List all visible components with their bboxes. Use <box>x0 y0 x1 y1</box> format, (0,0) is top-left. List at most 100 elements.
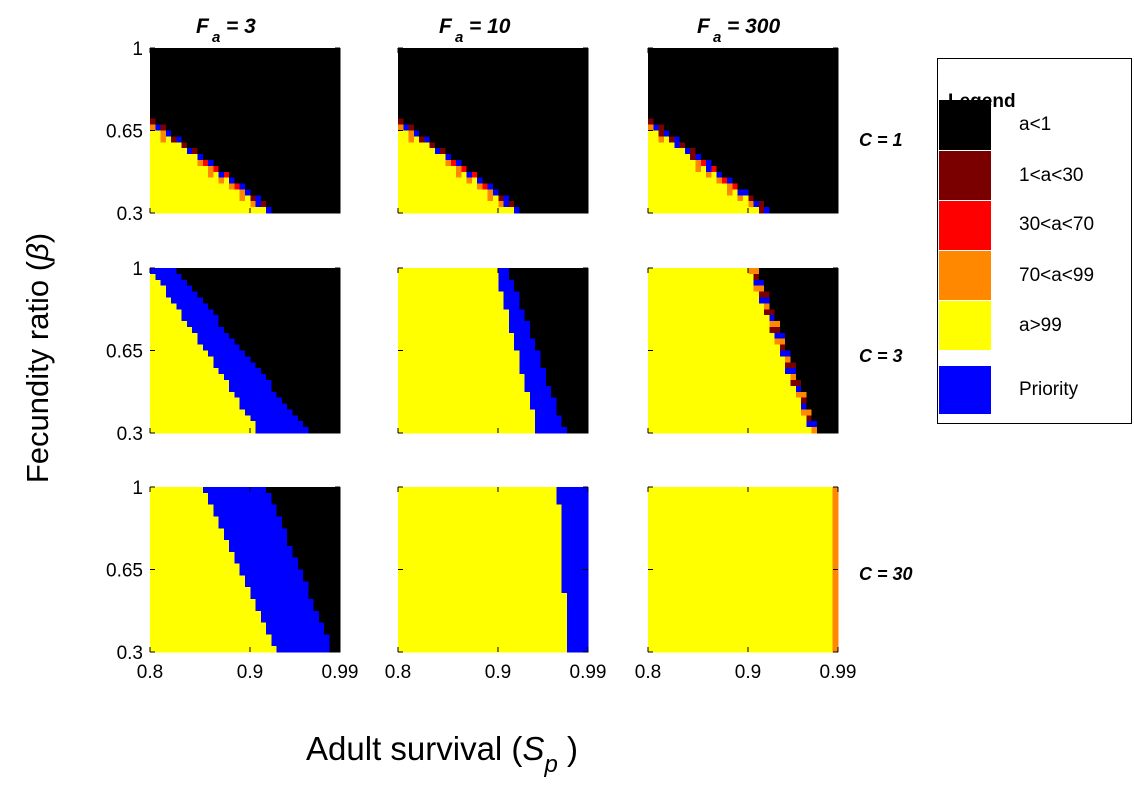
heatmap-cell <box>271 391 278 399</box>
heatmap-cell <box>795 142 802 149</box>
heatmap-cell <box>408 89 415 96</box>
heatmap-cell <box>561 48 568 55</box>
heatmap-cell <box>551 112 557 120</box>
heatmap-cell <box>663 195 670 202</box>
heatmap-cell <box>482 112 489 120</box>
heatmap-cell <box>271 385 278 393</box>
heatmap-cell <box>329 154 336 161</box>
heatmap-cell <box>213 136 220 143</box>
heatmap-cell <box>202 385 209 393</box>
heatmap-cell <box>234 201 241 208</box>
heatmap-cell <box>540 338 547 345</box>
heatmap-cell <box>324 297 330 304</box>
heatmap-cell <box>171 71 177 78</box>
heatmap-cell <box>223 177 230 184</box>
heatmap-cell <box>653 171 659 179</box>
heatmap-cell <box>461 268 468 275</box>
heatmap-cell <box>556 338 563 345</box>
heatmap-cell <box>287 303 293 310</box>
heatmap-cell <box>524 403 531 410</box>
heatmap-cell <box>743 207 749 214</box>
heatmap-cell <box>324 101 330 108</box>
heatmap-cell <box>208 48 214 55</box>
heatmap-cell <box>582 89 589 96</box>
heatmap-cell <box>529 285 536 292</box>
heatmap-cell <box>324 391 330 399</box>
heatmap-cell <box>811 130 818 137</box>
heatmap-cell <box>292 130 299 137</box>
heatmap-cell <box>811 207 818 214</box>
heatmap-cell <box>202 273 209 281</box>
heatmap-cell <box>445 350 452 357</box>
heatmap-cell <box>186 415 193 422</box>
heatmap-cell <box>477 118 483 125</box>
heatmap-cell <box>582 368 589 375</box>
heatmap-cell <box>790 171 797 179</box>
heatmap-cell <box>482 159 489 167</box>
heatmap-cell <box>334 183 341 190</box>
heatmap-cell <box>519 409 526 416</box>
heatmap-cell <box>234 59 241 67</box>
heatmap-cell <box>561 142 568 149</box>
heatmap-cell <box>266 421 272 428</box>
heatmap-cell <box>503 285 510 292</box>
heatmap-cell <box>403 48 409 55</box>
heatmap-cell <box>165 415 172 422</box>
heatmap-cell <box>223 362 230 369</box>
heatmap-cell <box>498 368 504 375</box>
heatmap-cell <box>790 154 797 161</box>
heatmap-cell <box>684 154 691 161</box>
heatmap-cell <box>487 142 494 149</box>
heatmap-cell <box>160 332 167 340</box>
heatmap-cell <box>679 130 686 137</box>
heatmap-cell <box>822 89 828 96</box>
heatmap-cell <box>408 142 415 149</box>
heatmap-cell <box>822 136 828 143</box>
heatmap-cell <box>424 415 431 422</box>
heatmap-cell <box>695 177 702 184</box>
heatmap-cell <box>545 154 552 161</box>
heatmap-cell <box>566 309 573 316</box>
heatmap-cell <box>287 177 293 184</box>
heatmap-cell <box>774 59 781 67</box>
heatmap-cell <box>561 195 568 202</box>
heatmap-cell <box>266 142 272 149</box>
heatmap-cell <box>413 112 420 120</box>
heatmap-cell <box>785 130 791 137</box>
heatmap-cell <box>408 273 415 281</box>
heatmap-cell <box>260 326 267 334</box>
heatmap-cell <box>176 415 183 422</box>
heatmap-cell <box>271 279 278 287</box>
heatmap-cell <box>456 95 462 102</box>
heatmap-cell <box>165 268 172 275</box>
heatmap-cell <box>811 177 818 184</box>
heatmap-cell <box>419 207 425 214</box>
heatmap-cell <box>545 303 552 310</box>
heatmap-cell <box>266 268 272 275</box>
heatmap-cell <box>255 189 262 196</box>
heatmap-cell <box>658 142 665 149</box>
heatmap-cell <box>445 279 452 287</box>
heatmap-cell <box>229 130 235 137</box>
heatmap-cell <box>827 124 834 131</box>
heatmap-cell <box>445 106 452 114</box>
heatmap-cell <box>582 201 589 208</box>
heatmap-cell <box>213 356 220 363</box>
heatmap-cell <box>524 189 531 196</box>
heatmap-cell <box>408 148 415 155</box>
heatmap-cell <box>471 279 478 287</box>
heatmap-cell <box>827 183 834 190</box>
heatmap-cell <box>658 101 665 108</box>
heatmap-cell <box>303 332 309 340</box>
heatmap-cell <box>208 177 214 184</box>
heatmap-cell <box>482 397 489 404</box>
heatmap-cell <box>737 159 744 167</box>
heatmap-cell <box>192 106 198 114</box>
heatmap-cell <box>648 165 654 173</box>
heatmap-cell <box>176 403 183 410</box>
heatmap-cell <box>711 101 718 108</box>
heatmap-cell <box>334 291 341 298</box>
heatmap-cell <box>318 53 325 61</box>
heatmap-cell <box>551 350 557 357</box>
heatmap-cell <box>471 385 478 393</box>
